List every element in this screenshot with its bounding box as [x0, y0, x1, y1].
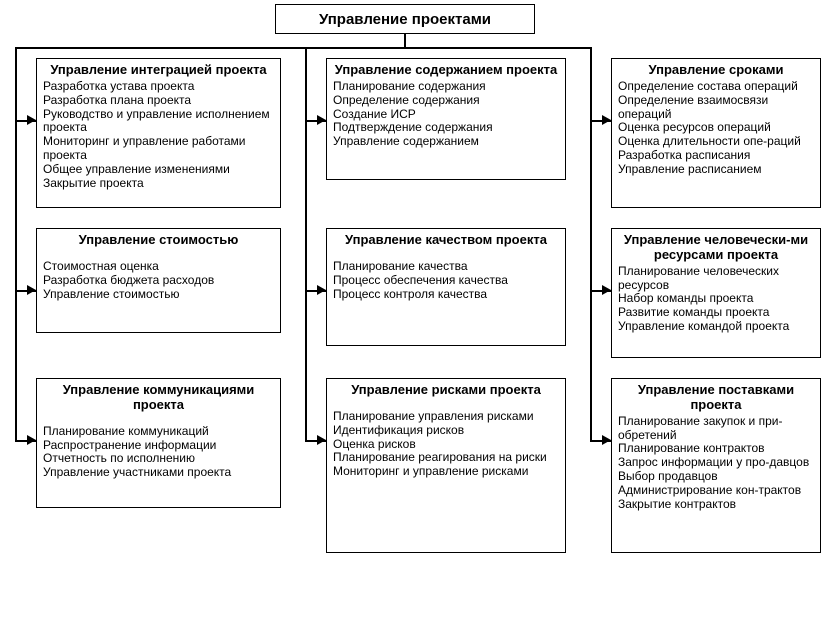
node-item: Планирование качества [333, 260, 559, 274]
arrow-icon [317, 435, 326, 445]
node-item: Управление расписанием [618, 163, 814, 177]
node-title: Управление стоимостью [43, 233, 274, 248]
node-item: Администрирование кон-трактов [618, 484, 814, 498]
node-item: Процесс обеспечения качества [333, 274, 559, 288]
node-item: Разработка плана проекта [43, 94, 274, 108]
arrow-icon [317, 115, 326, 125]
node-title: Управление сроками [618, 63, 814, 78]
node-items: Планирование управления рискамиИдентифик… [333, 410, 559, 479]
node-item: Разработка устава проекта [43, 80, 274, 94]
node-title: Управление коммуникациями проекта [43, 383, 274, 413]
node-title: Управление содержанием проекта [333, 63, 559, 78]
node-item: Оценка рисков [333, 438, 559, 452]
node-item: Создание ИСР [333, 108, 559, 122]
node-items: Стоимостная оценкаРазработка бюджета рас… [43, 260, 274, 301]
diagram-root: Управление проектами Управление интеграц… [0, 0, 827, 629]
node-item: Разработка расписания [618, 149, 814, 163]
node-box: Управление человечески-ми ресурсами прое… [611, 228, 821, 358]
node-item: Подтверждение содержания [333, 121, 559, 135]
node-item: Планирование управления рисками [333, 410, 559, 424]
node-item: Управление командой проекта [618, 320, 814, 334]
node-items: Планирование закупок и при-обретенийПлан… [618, 415, 814, 512]
node-item: Общее управление изменениями [43, 163, 274, 177]
node-item: Закрытие проекта [43, 177, 274, 191]
node-item: Планирование контрактов [618, 442, 814, 456]
node-items: Планирование качестваПроцесс обеспечения… [333, 260, 559, 301]
node-box: Управление интеграцией проекта Разработка… [36, 58, 281, 208]
node-box: Управление рисками проекта Планирование у… [326, 378, 566, 553]
node-box: Управление сроками Определение состава оп… [611, 58, 821, 208]
node-item: Набор команды проекта [618, 292, 814, 306]
node-item: Планирование содержания [333, 80, 559, 94]
node-item: Отчетность по исполнению [43, 452, 274, 466]
node-item: Оценка длительности опе-раций [618, 135, 814, 149]
node-item: Разработка бюджета расходов [43, 274, 274, 288]
node-items: Разработка устава проектаРазработка план… [43, 80, 274, 190]
arrow-icon [602, 285, 611, 295]
node-item: Планирование человеческих ресурсов [618, 265, 814, 293]
node-item: Управление участниками проекта [43, 466, 274, 480]
root-title: Управление проектами [319, 11, 491, 28]
node-item: Оценка ресурсов операций [618, 121, 814, 135]
node-title: Управление рисками проекта [333, 383, 559, 398]
node-items: Определение состава операцийОпределение … [618, 80, 814, 177]
node-item: Управление содержанием [333, 135, 559, 149]
node-item: Планирование реагирования на риски [333, 451, 559, 465]
node-title: Управление человечески-ми ресурсами прое… [618, 233, 814, 263]
arrow-icon [27, 285, 36, 295]
node-item: Идентификация рисков [333, 424, 559, 438]
node-box: Управление стоимостьюСтоимостная оценкаР… [36, 228, 281, 333]
node-box: Управление качеством проекта Планирование… [326, 228, 566, 346]
node-title: Управление качеством проекта [333, 233, 559, 248]
arrow-icon [27, 115, 36, 125]
node-title: Управление интеграцией проекта [43, 63, 274, 78]
node-item: Планирование коммуникаций [43, 425, 274, 439]
node-item: Руководство и управление исполнением про… [43, 108, 274, 136]
node-item: Мониторинг и управление работами проекта [43, 135, 274, 163]
node-item: Закрытие контрактов [618, 498, 814, 512]
node-item: Процесс контроля качества [333, 288, 559, 302]
node-item: Запрос информации у про-давцов [618, 456, 814, 470]
node-item: Распространение информации [43, 439, 274, 453]
node-item: Мониторинг и управление рисками [333, 465, 559, 479]
arrow-icon [27, 435, 36, 445]
node-items: Планирование человеческих ресурсовНабор … [618, 265, 814, 334]
node-title: Управление поставками проекта [618, 383, 814, 413]
node-box: Управление содержанием проекта Планирован… [326, 58, 566, 180]
arrow-icon [602, 435, 611, 445]
node-item: Стоимостная оценка [43, 260, 274, 274]
node-item: Выбор продавцов [618, 470, 814, 484]
node-item: Управление стоимостью [43, 288, 274, 302]
root-node: Управление проектами [275, 4, 535, 34]
node-item: Планирование закупок и при-обретений [618, 415, 814, 443]
arrow-icon [317, 285, 326, 295]
node-item: Развитие команды проекта [618, 306, 814, 320]
node-item: Определение состава операций [618, 80, 814, 94]
node-items: Планирование коммуникацийРаспространение… [43, 425, 274, 480]
arrow-icon [602, 115, 611, 125]
node-box: Управление коммуникациями проекта Планиро… [36, 378, 281, 508]
node-items: Планирование содержанияОпределение содер… [333, 80, 559, 149]
node-item: Определение взаимосвязи операций [618, 94, 814, 122]
node-box: Управление поставками проектаПланировани… [611, 378, 821, 553]
node-item: Определение содержания [333, 94, 559, 108]
